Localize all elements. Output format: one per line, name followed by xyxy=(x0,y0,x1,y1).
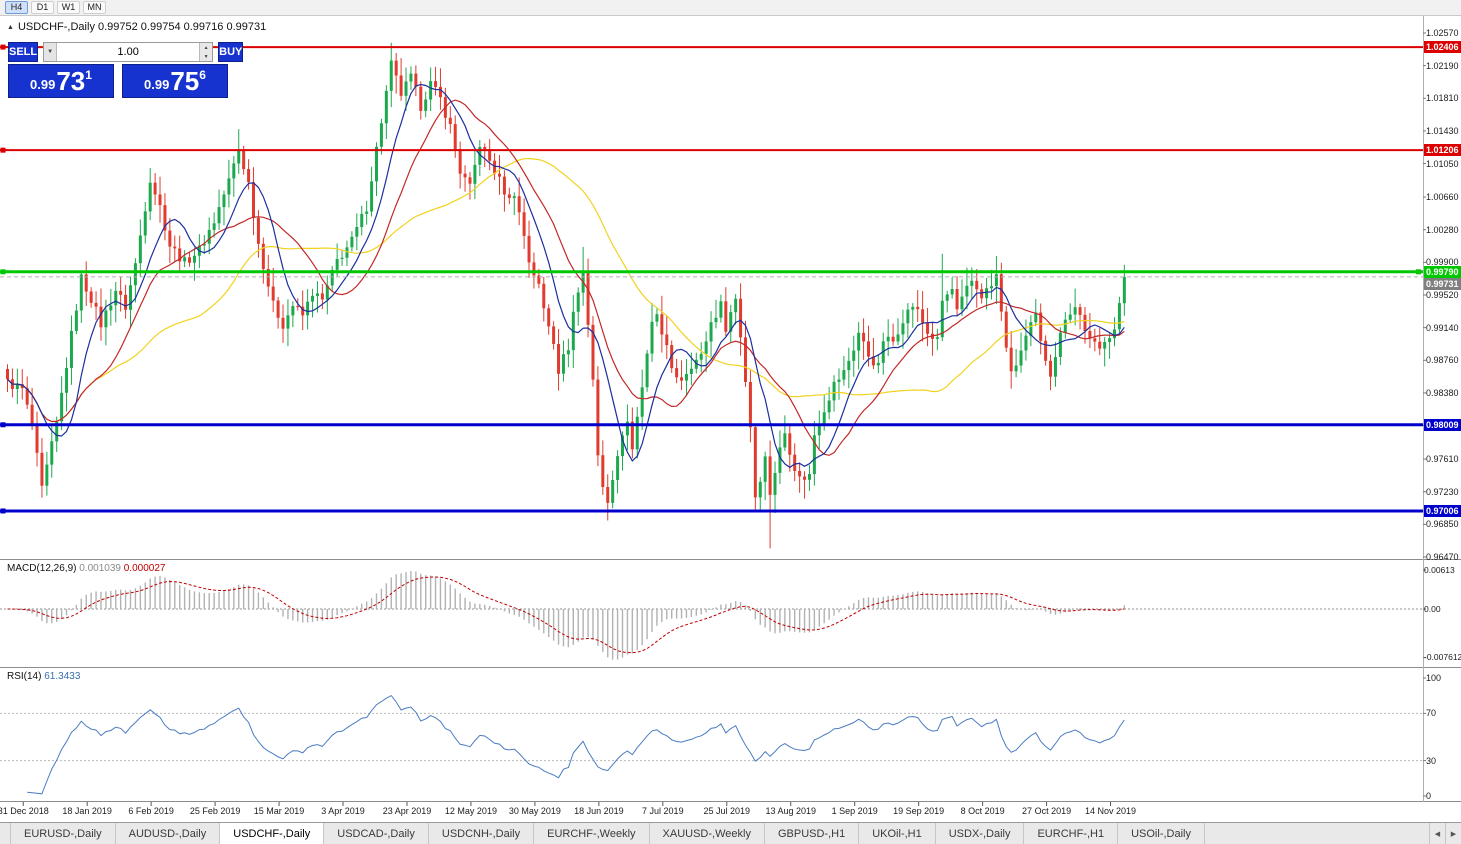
sell-price-big-digits: 73 xyxy=(56,66,86,96)
lot-spinner: ▲ ▼ xyxy=(199,43,213,61)
timeframe-mn-button[interactable]: MN xyxy=(83,1,106,14)
chart-tab-bar: EURUSD-,Daily AUDUSD-,Daily USDCHF-,Dail… xyxy=(0,822,1461,844)
rsi-line xyxy=(27,694,1125,795)
trendline-handle[interactable] xyxy=(0,422,6,428)
tab-gbpusd-h1[interactable]: GBPUSD-,H1 xyxy=(765,823,860,844)
lot-decrement-icon[interactable]: ▼ xyxy=(200,52,213,61)
lot-increment-icon[interactable]: ▲ xyxy=(200,43,213,52)
sell-price-prefix: 0.99 xyxy=(30,77,56,92)
lot-dropdown-icon[interactable]: ▼ xyxy=(44,43,58,61)
buy-price-pip-digit: 6 xyxy=(199,68,206,82)
buy-button[interactable]: BUY xyxy=(218,42,244,62)
ma-mid-line xyxy=(7,99,1125,456)
tab-scroll-right-icon[interactable]: ▶ xyxy=(1445,823,1461,844)
tab-eurchf-weekly[interactable]: EURCHF-,Weekly xyxy=(534,823,650,844)
candlestick-series xyxy=(6,42,1126,549)
tab-usdx-daily[interactable]: USDX-,Daily xyxy=(936,823,1025,844)
tab-xauusd-weekly[interactable]: XAUUSD-,Weekly xyxy=(650,823,765,844)
ma-fast-line xyxy=(7,83,1125,469)
timeframe-toolbar: H4 D1 W1 MN xyxy=(0,0,1461,16)
buy-price-prefix: 0.99 xyxy=(144,77,170,92)
tab-eurusd-daily[interactable]: EURUSD-,Daily xyxy=(10,823,116,844)
lot-size-group: ▼ ▲ ▼ xyxy=(43,42,214,62)
trendline-handle[interactable] xyxy=(0,44,6,50)
timeframe-w1-button[interactable]: W1 xyxy=(57,1,80,14)
trendline-handle[interactable] xyxy=(0,147,6,153)
macd-signal-line xyxy=(7,576,1125,654)
tab-usdcnh-daily[interactable]: USDCNH-,Daily xyxy=(429,823,535,844)
timeframe-d1-button[interactable]: D1 xyxy=(31,1,54,14)
buy-price-big-digits: 75 xyxy=(170,66,200,96)
tab-scroll-buttons: ◀ ▶ xyxy=(1429,823,1461,844)
trendline-handle[interactable] xyxy=(0,269,6,275)
one-click-trading-panel: SELL ▼ ▲ ▼ BUY 0.99 73 1 0.99 75 6 xyxy=(8,42,244,98)
tab-scroll-left-icon[interactable]: ◀ xyxy=(1429,823,1445,844)
tab-usdchf-daily[interactable]: USDCHF-,Daily xyxy=(220,823,325,844)
lot-size-input[interactable] xyxy=(57,43,200,61)
trendline-handle[interactable] xyxy=(1416,269,1421,275)
sell-button[interactable]: SELL xyxy=(8,42,39,62)
tab-audusd-daily[interactable]: AUDUSD-,Daily xyxy=(116,823,221,844)
tab-eurchf-h1[interactable]: EURCHF-,H1 xyxy=(1024,823,1119,844)
timeframe-h4-button[interactable]: H4 xyxy=(5,1,28,14)
tab-usdcad-daily[interactable]: USDCAD-,Daily xyxy=(324,823,429,844)
sell-price-pip-digit: 1 xyxy=(85,68,92,82)
macd-histogram xyxy=(11,571,1126,660)
tab-ukoil-h1[interactable]: UKOil-,H1 xyxy=(859,823,936,844)
tab-usoil-daily[interactable]: USOil-,Daily xyxy=(1118,823,1205,844)
buy-price-display[interactable]: 0.99 75 6 xyxy=(122,64,228,98)
ma-slow-line xyxy=(7,157,1125,423)
sell-price-display[interactable]: 0.99 73 1 xyxy=(8,64,114,98)
trendline-handle[interactable] xyxy=(0,508,6,514)
